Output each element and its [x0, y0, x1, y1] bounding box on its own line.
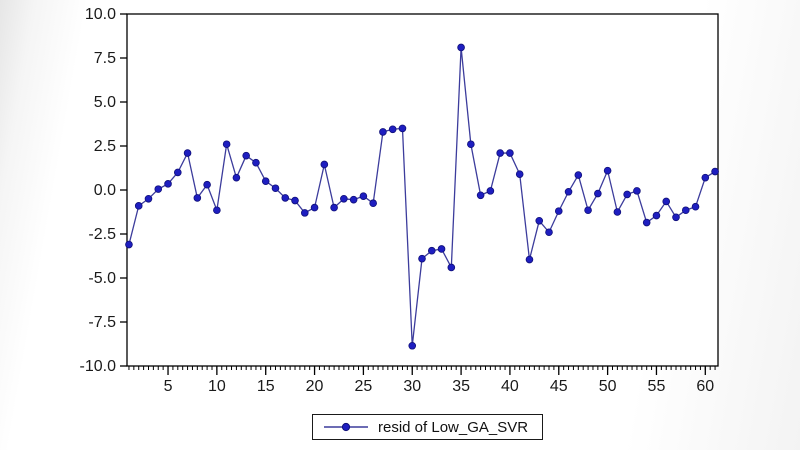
data-point [672, 213, 680, 222]
y-axis-tick-label: 0.0 [94, 182, 116, 199]
legend: resid of Low_GA_SVR [312, 414, 544, 440]
y-axis-tick-label: 5.0 [94, 94, 116, 111]
data-point [545, 228, 553, 237]
data-point [271, 184, 280, 193]
data-point [515, 170, 524, 178]
data-point [701, 173, 710, 182]
data-point [261, 177, 270, 186]
data-point [369, 199, 377, 208]
data-point [594, 189, 602, 198]
data-point [173, 168, 182, 177]
data-point [554, 207, 563, 215]
legend-line-marker-icon [324, 422, 368, 432]
data-point [398, 124, 407, 133]
data-point [310, 203, 319, 212]
data-point [496, 149, 504, 157]
x-axis-tick-label: 50 [599, 378, 617, 395]
data-point [359, 192, 368, 200]
y-axis-tick-label: 10.0 [85, 6, 116, 23]
plot-frame [126, 13, 719, 367]
data-point [222, 140, 231, 149]
data-point [486, 187, 495, 195]
y-axis-tick-label: -5.0 [88, 270, 116, 287]
y-axis-tick-label: -7.5 [88, 314, 116, 331]
data-point [447, 263, 456, 272]
x-axis-tick-label: 5 [164, 378, 173, 395]
x-axis-tick-label: 55 [648, 378, 666, 395]
data-point [642, 218, 651, 227]
data-point [154, 185, 163, 193]
y-axis-tick-label: -10.0 [80, 358, 117, 375]
data-point [281, 194, 290, 202]
x-axis-tick-label: 25 [355, 378, 373, 395]
data-point [633, 187, 641, 195]
y-axis-tick-label: -2.5 [88, 226, 116, 243]
x-axis-tick-label: 15 [257, 378, 275, 395]
data-point [193, 194, 202, 202]
data-point [506, 149, 514, 157]
data-point [603, 166, 612, 175]
data-point [340, 195, 348, 203]
x-axis-tick-label: 10 [208, 378, 226, 395]
x-axis-tick-label: 35 [452, 378, 470, 395]
data-point [711, 167, 719, 176]
data-point [691, 202, 700, 211]
data-point [164, 180, 172, 188]
data-point [213, 206, 221, 215]
data-point [203, 180, 211, 189]
data-point [232, 173, 241, 182]
data-point [623, 190, 631, 199]
data-point [427, 246, 436, 255]
data-point [437, 245, 446, 253]
data-point [662, 197, 671, 206]
data-point [291, 196, 299, 205]
x-axis-tick-label: 60 [696, 378, 714, 395]
data-point [183, 149, 192, 157]
data-point [652, 211, 661, 220]
data-point [242, 151, 250, 160]
legend-series-label: resid of Low_GA_SVR [378, 418, 529, 436]
data-point [476, 191, 485, 200]
data-point [584, 206, 592, 215]
data-point [613, 208, 622, 216]
data-point [379, 128, 387, 136]
data-point [574, 171, 583, 179]
data-point [134, 202, 143, 210]
y-axis-tick-label: 2.5 [94, 138, 116, 155]
data-point [125, 240, 133, 249]
x-axis-tick-label: 40 [501, 378, 519, 395]
y-axis-tick-label: 7.5 [94, 50, 116, 67]
data-point [330, 203, 338, 212]
data-point [349, 195, 358, 204]
data-point [320, 160, 329, 169]
data-point [144, 195, 153, 203]
data-point [388, 125, 397, 134]
data-point [525, 255, 534, 264]
data-point [300, 209, 309, 217]
x-axis-tick-label: 20 [306, 378, 324, 395]
data-point [408, 341, 417, 350]
data-point [681, 206, 690, 215]
x-axis-tick-label: 45 [550, 378, 568, 395]
x-axis-tick-label: 30 [403, 378, 421, 395]
data-point [457, 43, 465, 52]
data-point [564, 187, 573, 196]
data-point [418, 254, 426, 263]
data-point [252, 158, 260, 167]
data-point [467, 140, 475, 149]
data-point [535, 217, 544, 225]
